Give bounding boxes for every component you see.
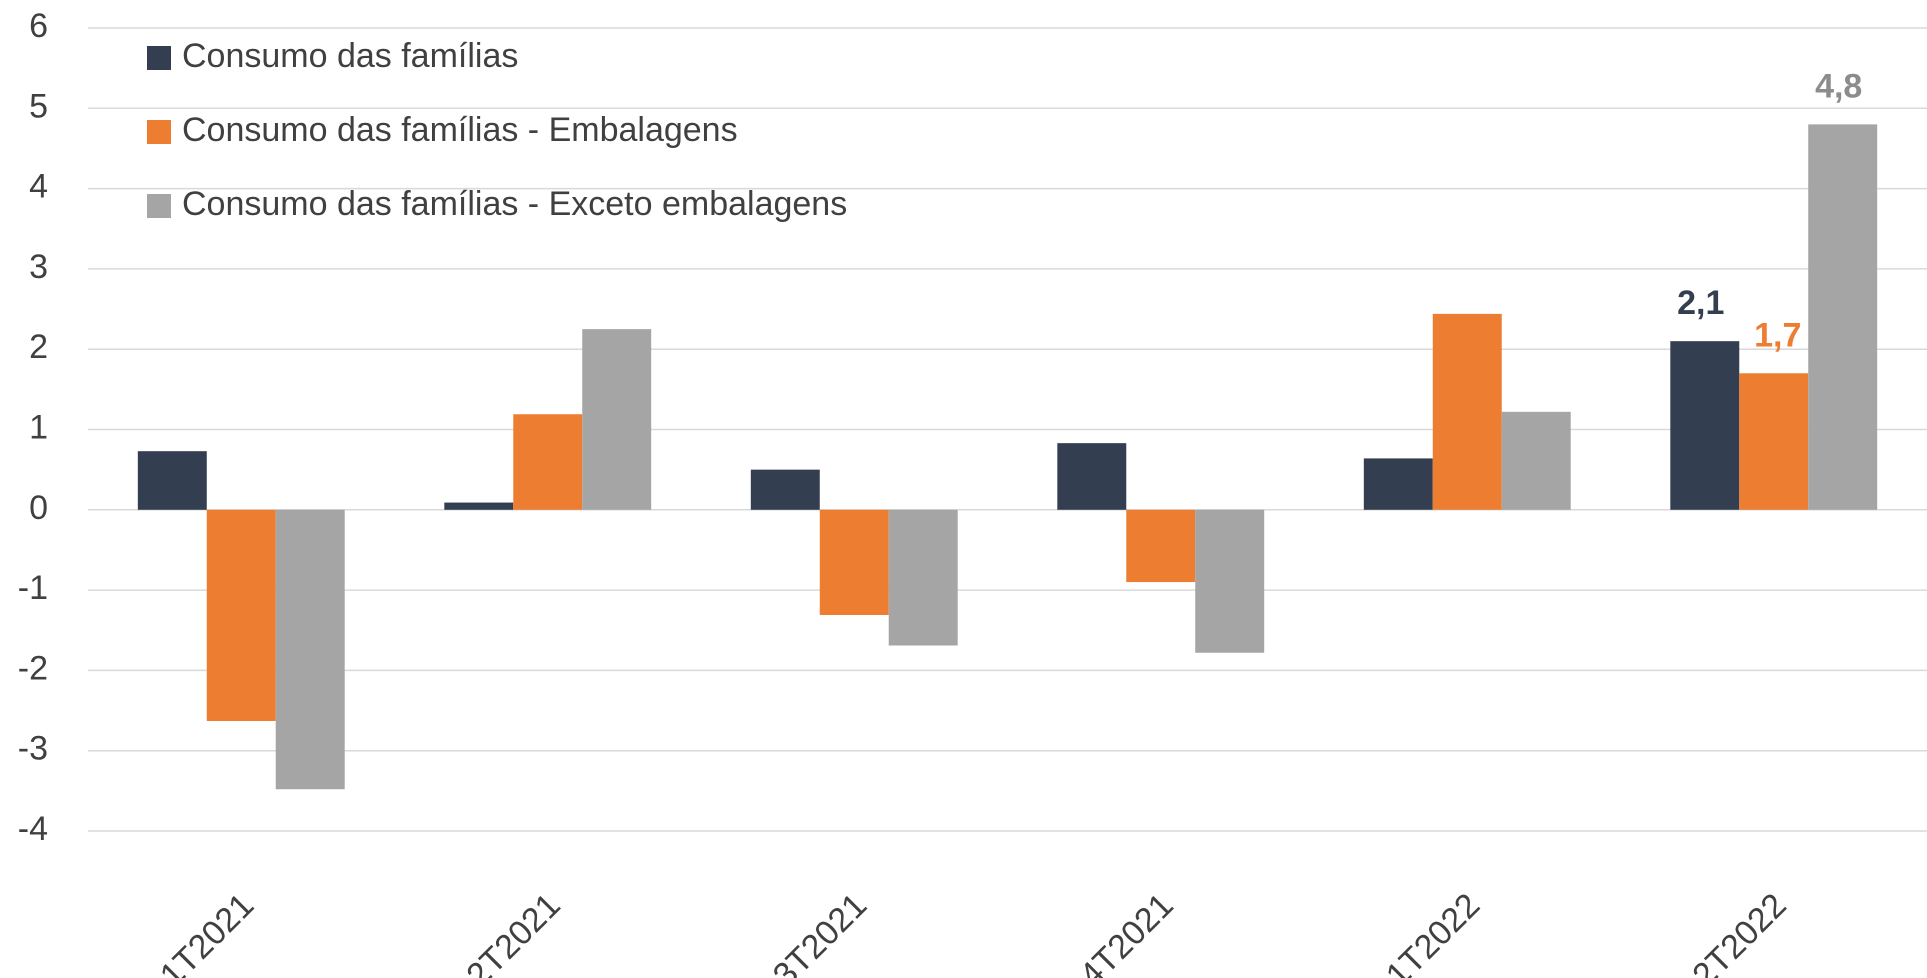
- y-tick-label: 4: [29, 168, 48, 206]
- legend-swatch: [147, 46, 171, 70]
- bar: [1808, 124, 1878, 510]
- x-tick-label: 1T2021: [153, 886, 261, 978]
- x-tick-label: 2T2022: [1685, 886, 1793, 978]
- bar: [1432, 313, 1502, 510]
- x-tick-label: 3T2021: [766, 886, 874, 978]
- legend-swatch: [147, 194, 171, 218]
- legend-label: Consumo das famílias: [182, 37, 518, 75]
- data-label: 4,8: [1815, 67, 1862, 105]
- bar: [582, 329, 652, 510]
- y-tick-label: 0: [29, 489, 48, 527]
- legend-label: Consumo das famílias - Exceto embalagens: [182, 185, 847, 223]
- bar: [1126, 509, 1196, 583]
- y-tick-label: 2: [29, 328, 48, 366]
- bar: [1057, 443, 1127, 510]
- bar: [444, 502, 514, 510]
- bar: [1739, 373, 1809, 510]
- x-tick-label: 4T2021: [1072, 886, 1180, 978]
- x-tick-label: 1T2022: [1379, 886, 1487, 978]
- y-tick-label: 1: [29, 408, 48, 446]
- bar: [275, 509, 345, 790]
- y-tick-label: -4: [18, 810, 48, 848]
- legend-label: Consumo das famílias - Embalagens: [182, 111, 738, 149]
- y-tick-label: 5: [29, 87, 48, 125]
- bar: [750, 469, 820, 510]
- bar: [1195, 509, 1265, 653]
- bar: [1501, 411, 1571, 510]
- y-tick-label: -1: [18, 569, 48, 607]
- bar: [513, 414, 583, 510]
- x-tick-label: 2T2021: [459, 886, 567, 978]
- bar: [206, 509, 276, 721]
- y-tick-label: -2: [18, 649, 48, 687]
- legend-swatch: [147, 120, 171, 144]
- data-label: 1,7: [1754, 316, 1801, 354]
- bar: [1363, 458, 1433, 510]
- y-tick-label: -3: [18, 730, 48, 768]
- y-tick-label: 3: [29, 248, 48, 286]
- bar: [888, 509, 958, 646]
- bar: [137, 451, 207, 510]
- y-tick-label: 6: [29, 7, 48, 45]
- data-label: 2,1: [1677, 284, 1724, 322]
- bar: [819, 509, 889, 615]
- bar: [1670, 341, 1740, 510]
